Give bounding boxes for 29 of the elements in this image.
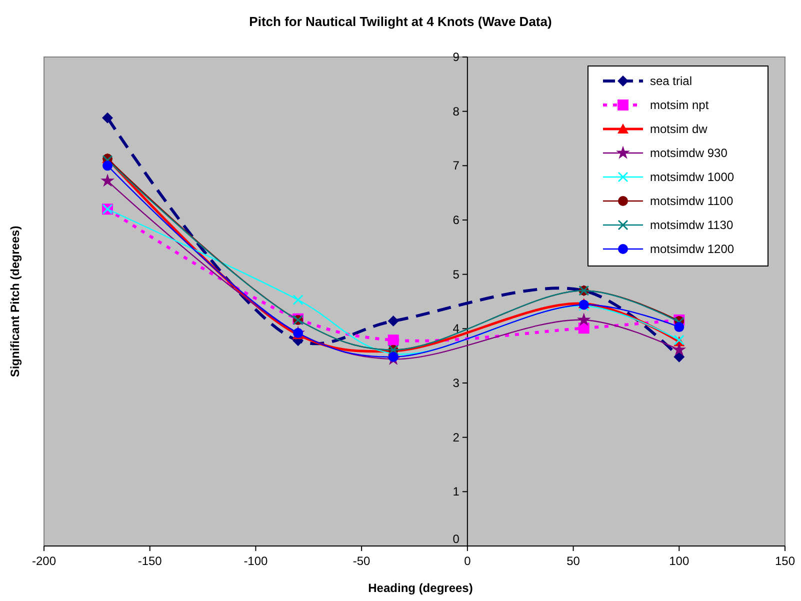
x-tick-label: -150 [138, 554, 162, 568]
legend-label: sea trial [650, 74, 692, 88]
x-tick-label: -200 [32, 554, 56, 568]
y-tick-label: 3 [452, 376, 460, 390]
x-tick-label: 100 [669, 554, 690, 568]
legend-label: motsim npt [650, 98, 710, 112]
x-axis-title: Heading (degrees) [368, 581, 473, 595]
y-axis-title: Significant Pitch (degrees) [8, 226, 22, 378]
legend-label: motsimdw 1000 [650, 170, 734, 184]
y-tick-label: 1 [452, 484, 460, 499]
y-tick-label: 7 [452, 158, 460, 173]
y-tick-label: 2 [452, 430, 460, 444]
x-tick-label: -50 [352, 554, 371, 568]
y-tick-label: 9 [452, 50, 460, 64]
y-tick-label: 5 [452, 267, 460, 282]
legend-label: motsim dw [650, 122, 708, 136]
y-tick-label: 6 [452, 213, 460, 227]
x-tick-label: 50 [566, 554, 580, 568]
x-tick-label: -100 [244, 554, 268, 568]
x-tick-label: 0 [464, 554, 472, 568]
legend-label: motsimdw 1200 [650, 242, 734, 256]
y-tick-label: 4 [452, 322, 460, 336]
x-tick-label: 150 [774, 554, 796, 568]
legend-label: motsimdw 930 [650, 146, 728, 160]
y-tick-label: 0 [452, 532, 460, 546]
y-tick-label: 8 [452, 104, 460, 118]
legend-label: motsimdw 1130 [650, 218, 734, 232]
legend-label: motsimdw 1100 [650, 194, 734, 208]
chart-title: Pitch for Nautical Twilight at 4 Knots (Wave Data) [249, 14, 552, 29]
